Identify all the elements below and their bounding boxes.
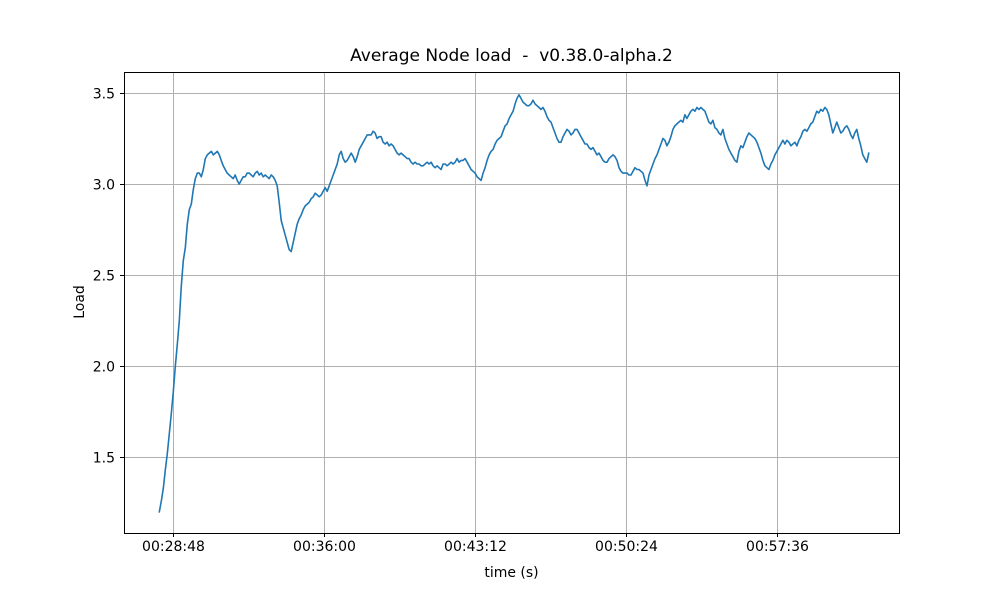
y-tick-label: 3.0 <box>93 178 115 194</box>
x-tick-label: 00:57:36 <box>746 539 809 555</box>
x-tick-label: 00:43:12 <box>444 539 507 555</box>
y-tick-label: 2.0 <box>93 360 115 376</box>
plot-frame <box>124 72 900 534</box>
y-axis-label: Load <box>72 285 88 319</box>
load-series-line <box>158 94 870 513</box>
x-tick-label: 00:36:00 <box>293 539 356 555</box>
chart-title: Average Node load - v0.38.0-alpha.2 <box>350 46 673 66</box>
x-tick-label: 00:28:48 <box>142 539 205 555</box>
x-tick-label: 00:50:24 <box>595 539 658 555</box>
y-tick-label: 1.5 <box>93 451 115 467</box>
x-axis-label: time (s) <box>484 565 539 581</box>
y-tick-label: 3.5 <box>93 87 115 103</box>
y-tick-label: 2.5 <box>93 269 115 285</box>
